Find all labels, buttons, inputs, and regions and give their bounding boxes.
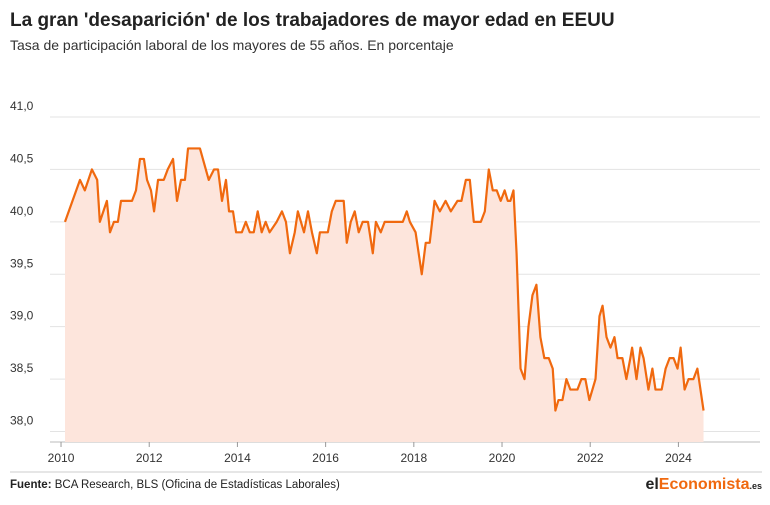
y-tick-label: 39,5 (10, 256, 34, 270)
x-tick-label: 2020 (489, 451, 516, 465)
y-tick-label: 38,0 (10, 414, 34, 428)
x-tick-label: 2022 (577, 451, 604, 465)
logo-part: el (645, 476, 658, 493)
logo-part: .es (749, 481, 762, 491)
x-tick-label: 2012 (136, 451, 163, 465)
y-tick-label: 38,5 (10, 361, 34, 375)
x-tick-label: 2016 (312, 451, 339, 465)
chart-title: La gran 'desaparición' de los trabajador… (10, 10, 615, 31)
x-tick-label: 2024 (665, 451, 692, 465)
logo-part: Economista (659, 476, 750, 493)
logo: elEconomista.es (645, 476, 762, 493)
x-tick-label: 2014 (224, 451, 251, 465)
plot: 38,0 38,5 39,0 39,5 40,0 40,5 41,0 2010 2012 2014… (10, 99, 760, 465)
chart-subtitle: Tasa de participación laboral de los may… (10, 37, 454, 53)
source-text: BCA Research, BLS (Oficina de Estadístic… (55, 479, 340, 491)
y-tick-label: 40,0 (10, 204, 34, 218)
source: Fuente: BCA Research, BLS (Oficina de Es… (10, 479, 340, 491)
y-tick-label: 41,0 (10, 99, 34, 113)
y-tick-label: 39,0 (10, 309, 34, 323)
x-tick-label: 2010 (48, 451, 75, 465)
area (64, 148, 704, 442)
x-tick-label: 2018 (400, 451, 427, 465)
line (63, 147, 705, 412)
y-tick-label: 40,5 (10, 151, 34, 165)
source-label: Fuente: (10, 479, 52, 491)
